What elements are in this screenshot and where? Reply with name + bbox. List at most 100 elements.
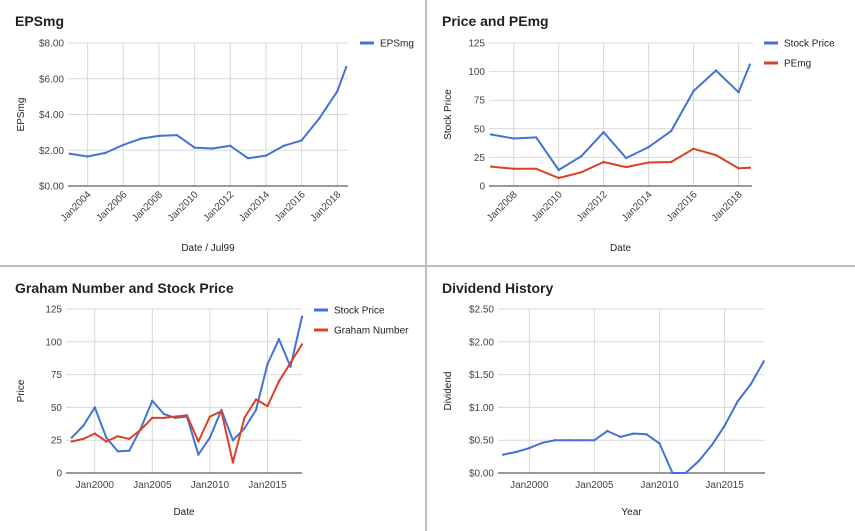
data-point-graham-number [220,410,223,413]
y-tick-label: 0 [56,469,62,480]
data-point-stock-price [277,338,281,341]
data-point-dividend [567,439,570,442]
legend-swatch-epsmg [360,41,374,45]
data-point-graham-number [93,432,97,435]
y-axis-label: Dividend [443,372,454,411]
chart-title-graham-number-and-stock-price: Graham Number and Stock Price [15,280,234,296]
y-tick-label: $0.00 [39,182,64,193]
x-axis-label: Date [610,243,632,254]
data-point-epsmg [193,146,196,149]
x-axis-label: Date [173,507,195,518]
y-tick-label: $1.00 [469,403,494,414]
data-point-dividend [684,471,687,475]
data-point-pemg [647,161,650,164]
x-tick-label: Jan2014 [620,189,655,224]
data-point-stock-price [289,365,292,368]
divider-horizontal [0,265,855,267]
y-tick-label: $6.00 [39,74,64,85]
data-point-epsmg [104,151,107,155]
y-tick-label: $4.00 [39,110,64,121]
data-point-stock-price [512,137,515,140]
data-point-dividend [541,441,544,444]
data-point-graham-number [174,415,177,418]
data-point-stock-price [624,156,628,160]
data-point-graham-number [116,435,120,438]
x-axis-label: Date / Jul99 [181,243,235,254]
legend-swatch-graham-number [314,328,328,332]
data-point-graham-number [70,440,74,443]
x-tick-label: Jan2018 [309,189,344,224]
data-point-graham-number [300,343,304,346]
y-tick-label: 125 [45,305,62,316]
data-point-stock-price [208,436,212,439]
data-point-graham-number [289,361,292,364]
data-point-epsmg [211,147,214,150]
x-tick-label: Jan2015 [248,480,287,491]
data-point-dividend [697,460,700,463]
y-tick-label: $1.50 [469,370,494,381]
data-point-pemg [535,167,538,170]
data-point-dividend [658,442,661,445]
chart-title-price-and-pemg: Price and PEmg [442,13,549,29]
data-point-dividend [528,446,531,450]
data-point-graham-number [266,404,269,408]
data-point-stock-price [128,449,131,452]
data-point-stock-price [197,453,200,456]
x-tick-label: Jan2004 [59,189,94,224]
data-point-stock-price [70,436,74,439]
chart-panel-epsmg: EPSmg $0.00 $2.00 $4.00 $6.00 $8.00 Jan2004 Jan… [0,0,425,265]
data-point-stock-price [105,436,108,439]
x-tick-label: Jan2012 [575,189,610,224]
data-point-graham-number [208,415,212,418]
data-point-stock-price [82,424,85,427]
x-tick-label: Jan2015 [705,480,744,491]
data-point-stock-price [243,427,246,430]
series-line-epsmg [68,66,348,160]
y-tick-label: 50 [51,403,63,414]
data-point-graham-number [197,440,200,443]
data-point-graham-number [277,380,281,383]
data-point-stock-price [580,155,583,158]
data-point-graham-number [185,414,189,417]
data-point-graham-number [105,440,108,443]
chart-panel-price-and-pemg: Price and PEmg 0 25 50 75 100 125 Jan2008 Jan201… [427,0,855,265]
data-point-stock-price [300,315,304,319]
data-point-pemg [624,165,628,169]
data-point-dividend [619,435,622,439]
data-point-dividend [645,433,648,436]
data-point-dividend [710,444,713,447]
y-tick-label: 50 [474,124,486,135]
series-line-pemg [490,147,751,179]
data-point-epsmg [175,133,178,137]
data-point-graham-number [254,398,258,401]
data-point-stock-price [490,133,493,136]
data-point-dividend [580,439,583,442]
y-axis-label: Price [16,379,27,402]
data-point-dividend [593,439,596,442]
data-point-epsmg [282,144,285,147]
data-point-pemg [748,166,751,169]
data-point-pemg [580,171,583,174]
data-point-stock-price [602,131,605,134]
data-point-stock-price [266,362,269,366]
data-point-pemg [669,160,673,164]
chart-title-epsmg: EPSmg [15,13,64,29]
data-point-dividend [632,432,635,435]
data-point-stock-price [748,63,751,66]
data-point-epsmg [68,152,72,155]
data-point-epsmg [246,157,250,160]
data-point-graham-number [243,416,246,420]
x-tick-label: Jan2000 [76,480,115,491]
y-tick-label: 100 [45,337,62,348]
y-tick-label: $2.00 [39,146,64,157]
chart-panel-dividend-history: Dividend History $0.00 $0.50 $1.00 $1.50 $2.0… [427,267,855,531]
x-tick-label: Jan2008 [485,189,520,224]
data-point-pemg [602,160,605,164]
x-tick-label: Jan2016 [273,189,308,224]
data-point-stock-price [737,91,740,94]
data-point-dividend [671,471,674,475]
data-point-epsmg [345,65,348,69]
data-point-epsmg [122,143,125,147]
x-tick-label: Jan2005 [575,480,614,491]
chart-price-and-pemg: Price and PEmg 0 25 50 75 100 125 Jan2008 Jan201… [442,13,835,254]
